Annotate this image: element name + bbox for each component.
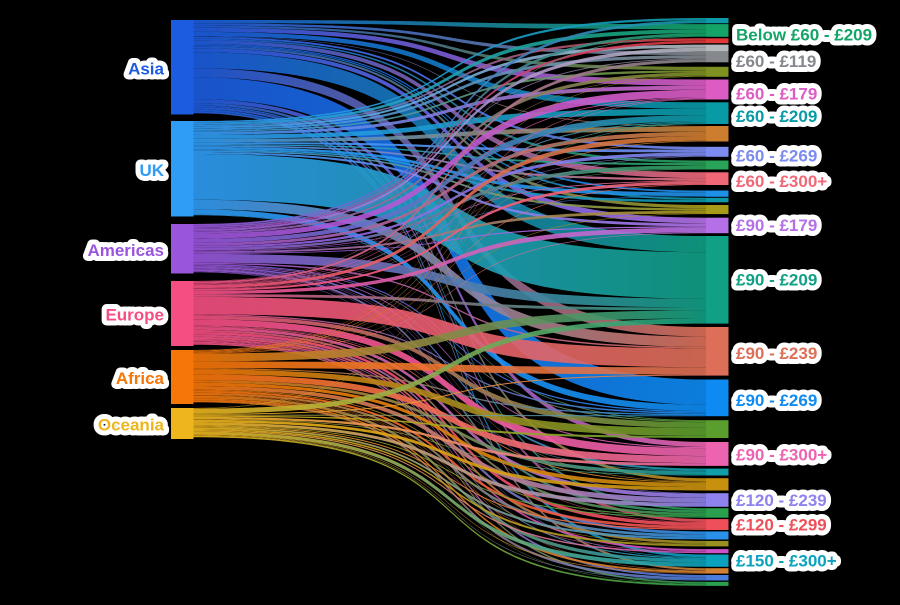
svg-text:£90 - £300+: £90 - £300+ — [736, 446, 827, 465]
svg-text:£60 - £209: £60 - £209 — [736, 107, 817, 126]
svg-text:£90 - £239: £90 - £239 — [736, 344, 817, 363]
svg-text:£60 - £269: £60 - £269 — [736, 147, 817, 166]
svg-text:Below £60 - £209: Below £60 - £209 — [736, 26, 872, 45]
svg-text:£60 - £300+: £60 - £300+ — [736, 172, 827, 191]
svg-text:£90 - £209: £90 - £209 — [736, 271, 817, 290]
svg-text:UK: UK — [139, 161, 164, 180]
svg-text:£60 - £179: £60 - £179 — [736, 85, 817, 104]
svg-text:Europe: Europe — [105, 306, 164, 325]
svg-text:£60 - £119: £60 - £119 — [736, 52, 816, 71]
svg-text:£120 - £239: £120 - £239 — [736, 491, 827, 510]
svg-text:£90 - £269: £90 - £269 — [736, 391, 817, 410]
svg-text:Asia: Asia — [128, 60, 164, 79]
svg-text:Africa: Africa — [116, 369, 165, 388]
svg-text:£90 - £179: £90 - £179 — [736, 216, 817, 235]
svg-text:£150 - £300+: £150 - £300+ — [736, 552, 837, 571]
svg-text:Americas: Americas — [87, 241, 164, 260]
svg-text:£120 - £299: £120 - £299 — [736, 516, 827, 535]
svg-text:Oceania: Oceania — [98, 416, 165, 435]
